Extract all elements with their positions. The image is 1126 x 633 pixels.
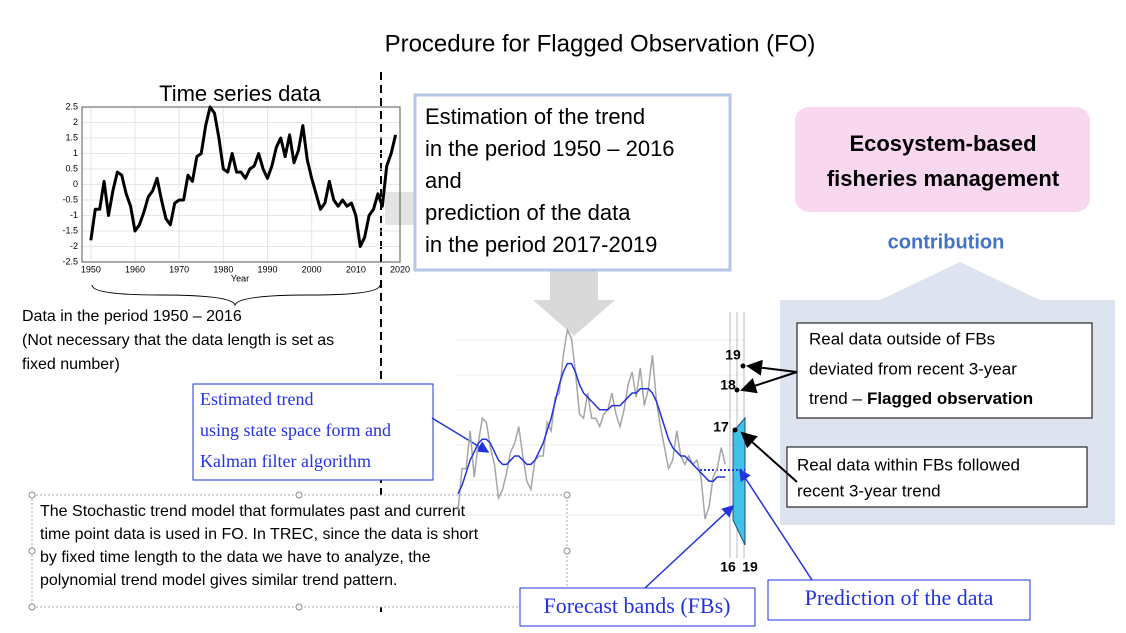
point-label: 18 (720, 377, 736, 393)
estimation-line: in the period 2017-2019 (425, 232, 657, 257)
trend-box (192, 383, 434, 481)
model-line: time point data is used in FO. In TREC, … (40, 526, 479, 543)
y-tick-label: 2.5 (65, 101, 78, 111)
fb-label: Forecast bands (FBs) (544, 593, 731, 618)
within-line: Real data within FBs followed (797, 455, 1020, 474)
y-tick-label: 1 (73, 148, 78, 158)
x-tick-label: 1970 (169, 264, 189, 274)
contribution: contribution (888, 231, 1005, 253)
management-line: fisheries management (827, 166, 1060, 191)
estimation-box (413, 93, 732, 272)
flow-arrow (385, 192, 418, 225)
flagged-line: deviated from recent 3-year (809, 359, 1017, 378)
trend-line: using state space form and (200, 420, 391, 440)
point (732, 427, 738, 433)
axis-label: 16 (720, 559, 736, 575)
x-tick-label: 2000 (302, 264, 322, 274)
estimation-line: in the period 1950 – 2016 (425, 136, 675, 161)
x-tick-label: 1950 (81, 264, 101, 274)
flagged-box (796, 322, 1093, 419)
x-tick-label: 1990 (257, 264, 277, 274)
flagged-line: trend – Flagged observation (809, 389, 1033, 408)
note-line: Data in the period 1950 – 2016 (22, 308, 242, 325)
y-tick-label: -1.5 (62, 225, 78, 235)
x-tick-label: 1960 (125, 264, 145, 274)
estimation-line: prediction of the data (425, 200, 631, 225)
within-line: recent 3-year trend (797, 481, 941, 500)
point (740, 363, 746, 369)
y-tick-label: 2 (73, 117, 78, 127)
y-tick-label: 0.5 (65, 163, 78, 173)
plot-frame (81, 106, 401, 263)
axis-label: 19 (742, 559, 758, 575)
flagged-bold: Flagged observation (867, 389, 1033, 408)
title: Procedure for Flagged Observation (FO) (385, 30, 816, 57)
model-line: The Stochastic trend model that formulat… (40, 503, 466, 520)
model-line: polynomial trend model gives similar tre… (40, 572, 398, 589)
prediction-box (767, 579, 1031, 621)
y-tick-label: 1.5 (65, 132, 78, 142)
forecast-band (732, 416, 746, 546)
x-axis-label: Year (231, 273, 249, 283)
series-line (89, 105, 398, 248)
note-line: fixed number) (22, 356, 120, 373)
point-label: 17 (713, 419, 729, 435)
fb-box (519, 587, 756, 627)
series-line (457, 327, 727, 520)
model-note-box (31, 494, 568, 608)
y-tick-label: -2.5 (62, 256, 78, 266)
trend-line: Kalman filter algorithm (200, 451, 371, 471)
estimation-line: Estimation of the trend (425, 104, 645, 129)
flagged-text: trend – (809, 389, 862, 408)
chart-title: Time series data (159, 81, 322, 106)
point-label: 19 (725, 347, 741, 363)
x-tick-label: 2020 (390, 264, 410, 274)
within-box (786, 446, 1088, 508)
x-tick-label: 1980 (213, 264, 233, 274)
model-line: by fixed time length to the data we have… (40, 549, 431, 566)
x-tick-label: 2010 (346, 264, 366, 274)
y-tick-label: 0 (73, 179, 78, 189)
trend-line: Estimated trend (200, 389, 313, 409)
y-tick-label: -1 (70, 210, 78, 220)
note-line: (Not necessary that the data length is s… (22, 332, 334, 349)
y-tick-label: -0.5 (62, 194, 78, 204)
brace (91, 284, 381, 307)
black-arrows (740, 359, 798, 483)
down-arrow (533, 270, 615, 336)
management-box (795, 107, 1090, 212)
prediction-label: Prediction of the data (805, 585, 994, 610)
series-line (457, 362, 726, 495)
point (734, 387, 740, 393)
forecast-grid (455, 339, 745, 516)
y-tick-label: -2 (70, 241, 78, 251)
estimation-line: and (425, 168, 462, 193)
management-line: Ecosystem-based (849, 131, 1036, 156)
flagged-line: Real data outside of FBs (809, 329, 995, 348)
blue-arrows (431, 417, 813, 589)
